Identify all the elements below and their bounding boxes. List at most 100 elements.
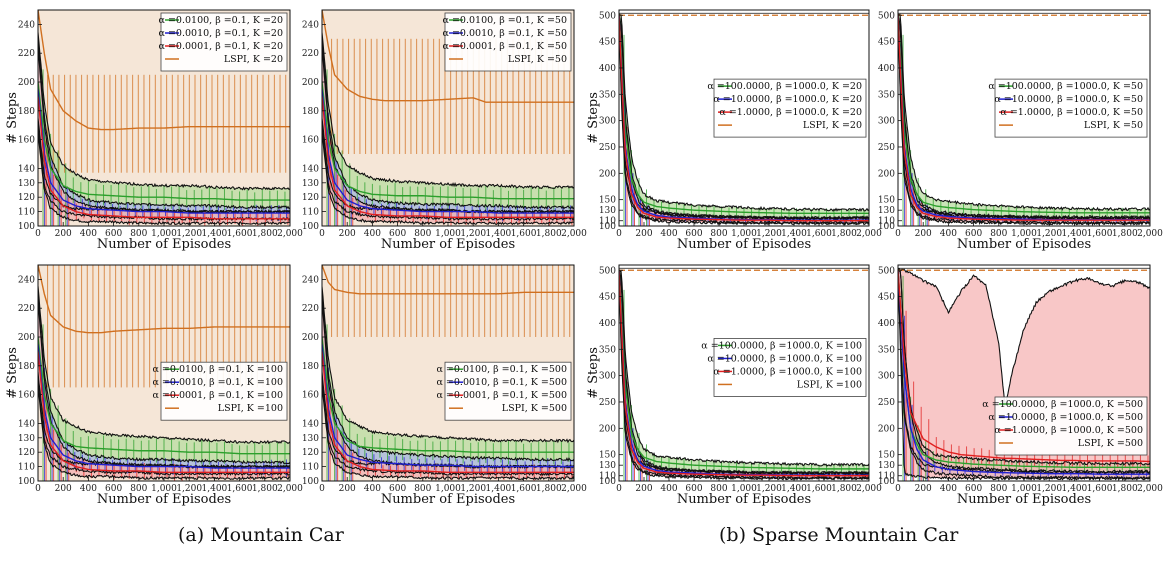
x-axis-label: Number of Episodes: [97, 237, 231, 252]
x-tick-label: 0: [35, 484, 41, 494]
errorbars-4: [47, 74, 287, 173]
legend-entry-2: α =0.0010, β =0.1, K =500: [436, 377, 567, 388]
x-tick-label: 400: [940, 484, 957, 494]
series-line-3: [898, 15, 1150, 221]
chart-panel-4: 0 200 400 600 800 1,000 1,200 1,400 1,600 1,800 2,…: [868, 4, 1163, 258]
x-tick-label: 200: [55, 484, 72, 494]
chart-svg-8: 0 200 400 600 800 1,000 1,200 1,400 1,600 1,800 2,…: [878, 264, 1163, 507]
y-tick-label: 200: [302, 78, 319, 88]
x-axis-label: Number of Episodes: [677, 492, 811, 507]
series-line-1: [38, 81, 290, 201]
y-tick-label: 500: [599, 266, 616, 276]
y-tick-label: 500: [878, 266, 895, 276]
y-tick-label: 300: [878, 372, 895, 382]
chart-svg-1: 0 200 400 600 800 1,000 1,200 1,400 1,600 1,800 2,…: [5, 9, 303, 252]
x-tick-label: 1,000: [435, 484, 461, 494]
y-tick-label: 110: [302, 208, 319, 218]
x-tick-label: 200: [339, 229, 356, 239]
x-tick-label: 800: [710, 484, 727, 494]
x-tick-label: 200: [635, 229, 652, 239]
y-tick-label: 450: [599, 38, 616, 48]
y-tick-label: 150: [599, 196, 616, 206]
y-tick-label: 400: [599, 64, 616, 74]
y-tick-label: 150: [878, 451, 895, 461]
legend-entry-4: LSPI, K =50: [508, 54, 567, 65]
x-tick-label: 1,600: [227, 229, 253, 239]
legend-entry-3: α =0.0001, β =0.1, K =50: [443, 41, 567, 52]
band-edge-2-0: [322, 294, 574, 462]
x-tick-label: 200: [915, 484, 932, 494]
y-tick-label: 100: [18, 477, 35, 487]
x-tick-label: 1,600: [1087, 229, 1113, 239]
legend-entry-3: α =0.0001, β =0.1, K =20: [159, 41, 283, 52]
x-tick-label: 1,200: [176, 484, 202, 494]
band-edge-2-0: [38, 38, 290, 210]
x-tick-label: 1,600: [1087, 484, 1113, 494]
y-tick-label: 240: [18, 20, 35, 30]
x-tick-label: 0: [35, 229, 41, 239]
legend-entry-4: LSPI, K =50: [1084, 120, 1143, 131]
legend-entry-4: LSPI, K =100: [218, 403, 283, 414]
series-line-3: [619, 270, 869, 477]
series-line-4: [38, 10, 290, 131]
x-tick-label: 1,800: [831, 229, 857, 239]
band-edge-3-0: [898, 268, 1150, 407]
caption-mountain-car: (a) Mountain Car: [178, 524, 344, 546]
series-line-1: [898, 15, 1150, 214]
y-tick-label: 400: [599, 319, 616, 329]
y-tick-label: 120: [302, 193, 319, 203]
y-tick-label: 200: [599, 424, 616, 434]
y-tick-label: 110: [878, 472, 895, 482]
band-edge-3-0: [898, 14, 1150, 221]
x-tick-label: 1,200: [756, 229, 782, 239]
x-tick-label: 1,400: [202, 229, 228, 239]
x-tick-label: 1,600: [806, 484, 832, 494]
x-tick-label: 2,000: [277, 229, 303, 239]
y-tick-label: 150: [878, 196, 895, 206]
x-tick-label: 0: [319, 229, 325, 239]
y-tick-label: 150: [599, 451, 616, 461]
series-line-1: [38, 336, 290, 455]
x-axis-label: Number of Episodes: [677, 237, 811, 252]
series-line-3: [898, 270, 1150, 463]
y-tick-label: 140: [302, 164, 319, 174]
y-tick-label: 160: [18, 391, 35, 401]
x-tick-label: 1,200: [460, 484, 486, 494]
x-tick-label: 1,600: [227, 484, 253, 494]
legend: α =100.0000, β =1000.0, K =50 α =10.0000,…: [988, 78, 1148, 138]
y-tick-label: 110: [18, 208, 35, 218]
y-tick-label: 400: [878, 319, 895, 329]
y-tick-label: 130: [302, 434, 319, 444]
x-tick-label: 400: [660, 229, 677, 239]
x-axis-label: Number of Episodes: [97, 492, 231, 507]
x-tick-label: 0: [616, 229, 622, 239]
legend-entry-4: LSPI, K =20: [224, 54, 283, 65]
legend-entry-3: α =0.0001, β =0.1, K =100: [152, 390, 283, 401]
chart-svg-5: 0 200 400 600 800 1,000 1,200 1,400 1,600 1,800 2,…: [5, 264, 303, 507]
legend-entry-1: α =100.0000, β =1000.0, K =20: [707, 81, 862, 92]
x-tick-label: 1,800: [1112, 229, 1138, 239]
y-tick-label: 100: [599, 477, 616, 487]
band-edge-3-0: [322, 46, 574, 214]
legend-entry-2: α =10.0000, β =1000.0, K =20: [713, 94, 862, 105]
y-tick-label: 450: [878, 38, 895, 48]
x-tick-label: 1,400: [486, 229, 512, 239]
y-tick-label: 160: [302, 391, 319, 401]
x-tick-label: 1,600: [511, 229, 537, 239]
x-tick-label: 2,000: [856, 229, 882, 239]
chart-svg-4: 0 200 400 600 800 1,000 1,200 1,400 1,600 1,800 2,…: [878, 9, 1163, 252]
y-tick-label: 220: [18, 304, 35, 314]
y-tick-label: 450: [599, 293, 616, 303]
legend-entry-2: α =10.0000, β =1000.0, K =50: [994, 94, 1143, 105]
legend-entry-4: LSPI, K =100: [797, 379, 862, 390]
series-line-3: [38, 351, 290, 474]
legend-entry-2: α =0.0010, β =0.1, K =100: [152, 377, 283, 388]
chart-panel-6: 0 200 400 600 800 1,000 1,200 1,400 1,600 1,800 2,…: [292, 259, 587, 513]
series-line-4: [322, 10, 574, 103]
chart-panel-1: 0 200 400 600 800 1,000 1,200 1,400 1,600 1,800 2,…: [5, 4, 303, 258]
legend: α =0.0100, β =0.1, K =50 α =0.0010, β =0.…: [443, 12, 572, 72]
y-tick-label: 160: [302, 136, 319, 146]
x-tick-label: 400: [364, 229, 381, 239]
series-line-3: [619, 15, 869, 222]
band-edge-1-0: [619, 269, 869, 468]
